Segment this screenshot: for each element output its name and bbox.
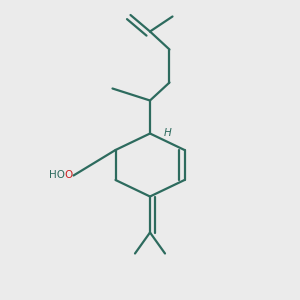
Text: O: O [65, 170, 73, 181]
Text: H: H [164, 128, 171, 138]
Text: HO: HO [49, 170, 64, 181]
